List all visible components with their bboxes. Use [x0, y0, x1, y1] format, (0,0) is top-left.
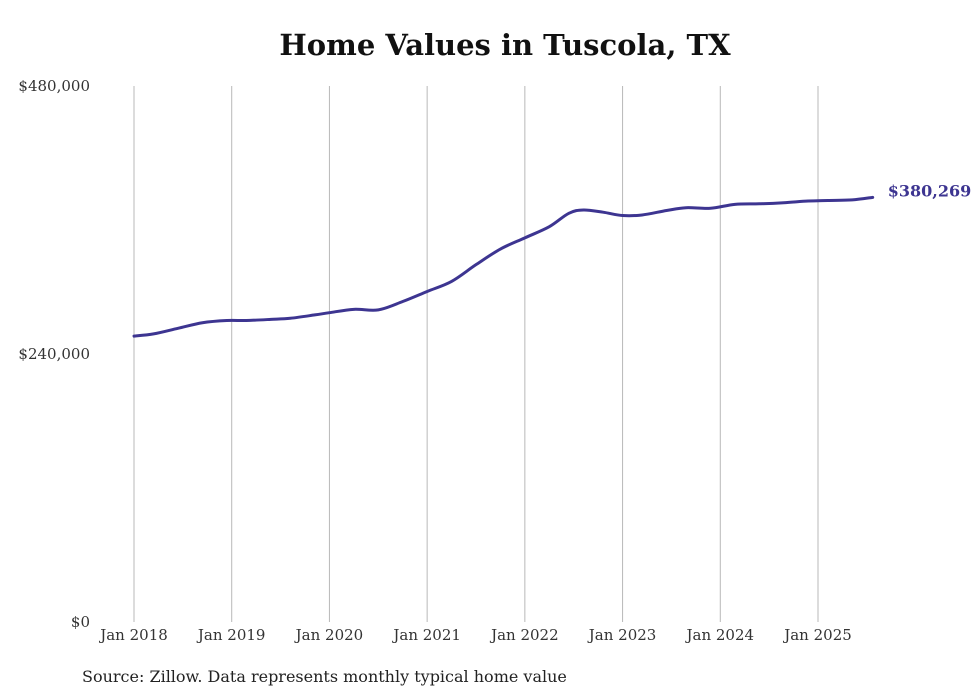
chart-title: Home Values in Tuscola, TX — [279, 28, 731, 62]
x-tick-label: Jan 2018 — [98, 626, 168, 644]
x-tick-label: Jan 2019 — [196, 626, 266, 644]
series-layer: $380,269 — [132, 181, 972, 338]
source-note: Source: Zillow. Data represents monthly … — [82, 667, 567, 686]
y-tick-label: $480,000 — [18, 77, 90, 95]
x-gridlines — [133, 86, 819, 622]
series-line — [132, 195, 875, 338]
x-tick-label: Jan 2020 — [294, 626, 364, 644]
x-tick-label: Jan 2023 — [587, 626, 657, 644]
y-tick-label: $0 — [71, 613, 90, 631]
y-tick-label: $240,000 — [18, 345, 90, 363]
x-tick-label: Jan 2022 — [489, 626, 559, 644]
x-axis-labels: Jan 2018 Jan 2019 Jan 2020 Jan 2021 Jan 2022… — [98, 626, 852, 644]
x-tick-label: Jan 2025 — [782, 626, 852, 644]
x-tick-label: Jan 2024 — [685, 626, 755, 644]
end-value-label: $380,269 — [888, 181, 972, 200]
y-axis-labels: $0 $240,000 $480,000 — [18, 77, 90, 631]
x-tick-label: Jan 2021 — [391, 626, 461, 644]
